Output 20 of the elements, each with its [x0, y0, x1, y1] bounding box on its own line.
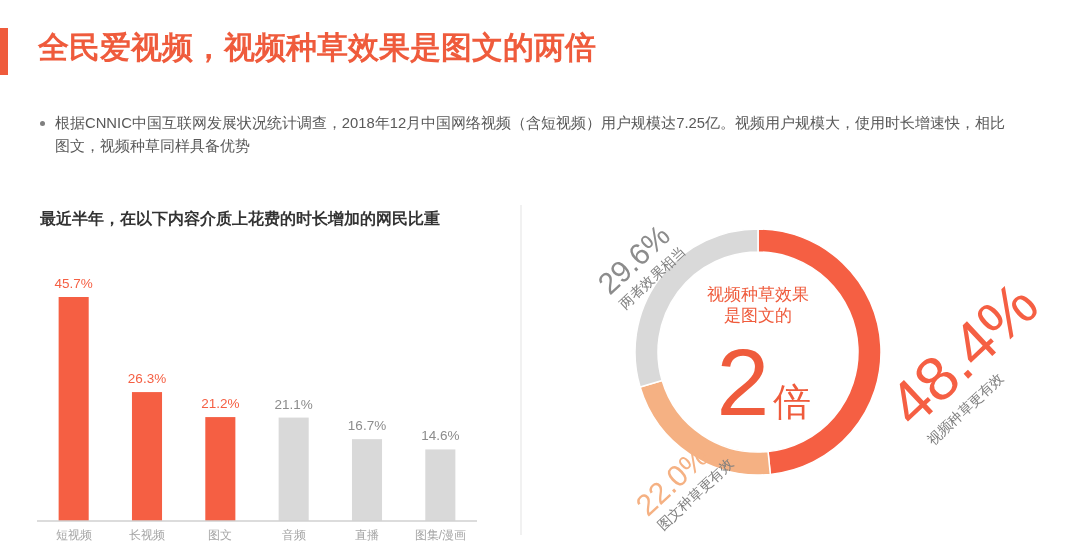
text: 2倍 — [716, 329, 812, 435]
data-label: 21.1% — [274, 396, 313, 412]
data-label: 26.3% — [127, 371, 167, 387]
text: 全民爱视频，视频种草效果是图文的两倍 — [38, 29, 596, 67]
chart-title: 最近半年，在以下内容介质上花费的时长增加的网民比重 — [39, 209, 440, 227]
data-label: 16.7% — [347, 418, 387, 434]
text: 视频种草效果是图文的 — [706, 284, 810, 326]
x-tick-label: 图文 — [208, 528, 233, 542]
bar — [58, 297, 89, 521]
x-tick-label: 长视频 — [129, 528, 165, 542]
text: 根据CNNIC中国互联网发展状况统计调查，2018年12月中国网络视频（含短视频）用户规模达7.25亿。视频用户规模大，使用时长增速快，相比图文，视频种草同样具备优势 — [55, 114, 1007, 156]
x-tick-label: 音频 — [281, 528, 306, 542]
x-tick-label: 直播 — [355, 528, 379, 542]
data-label: 45.7% — [54, 276, 93, 291]
x-tick-label: 短视频 — [55, 528, 92, 542]
x-tick-label: 图集/漫画 — [414, 528, 467, 542]
bar — [205, 417, 236, 521]
data-label: 14.6% — [421, 428, 460, 444]
data-label: 21.2% — [201, 396, 240, 412]
bar — [131, 392, 163, 521]
